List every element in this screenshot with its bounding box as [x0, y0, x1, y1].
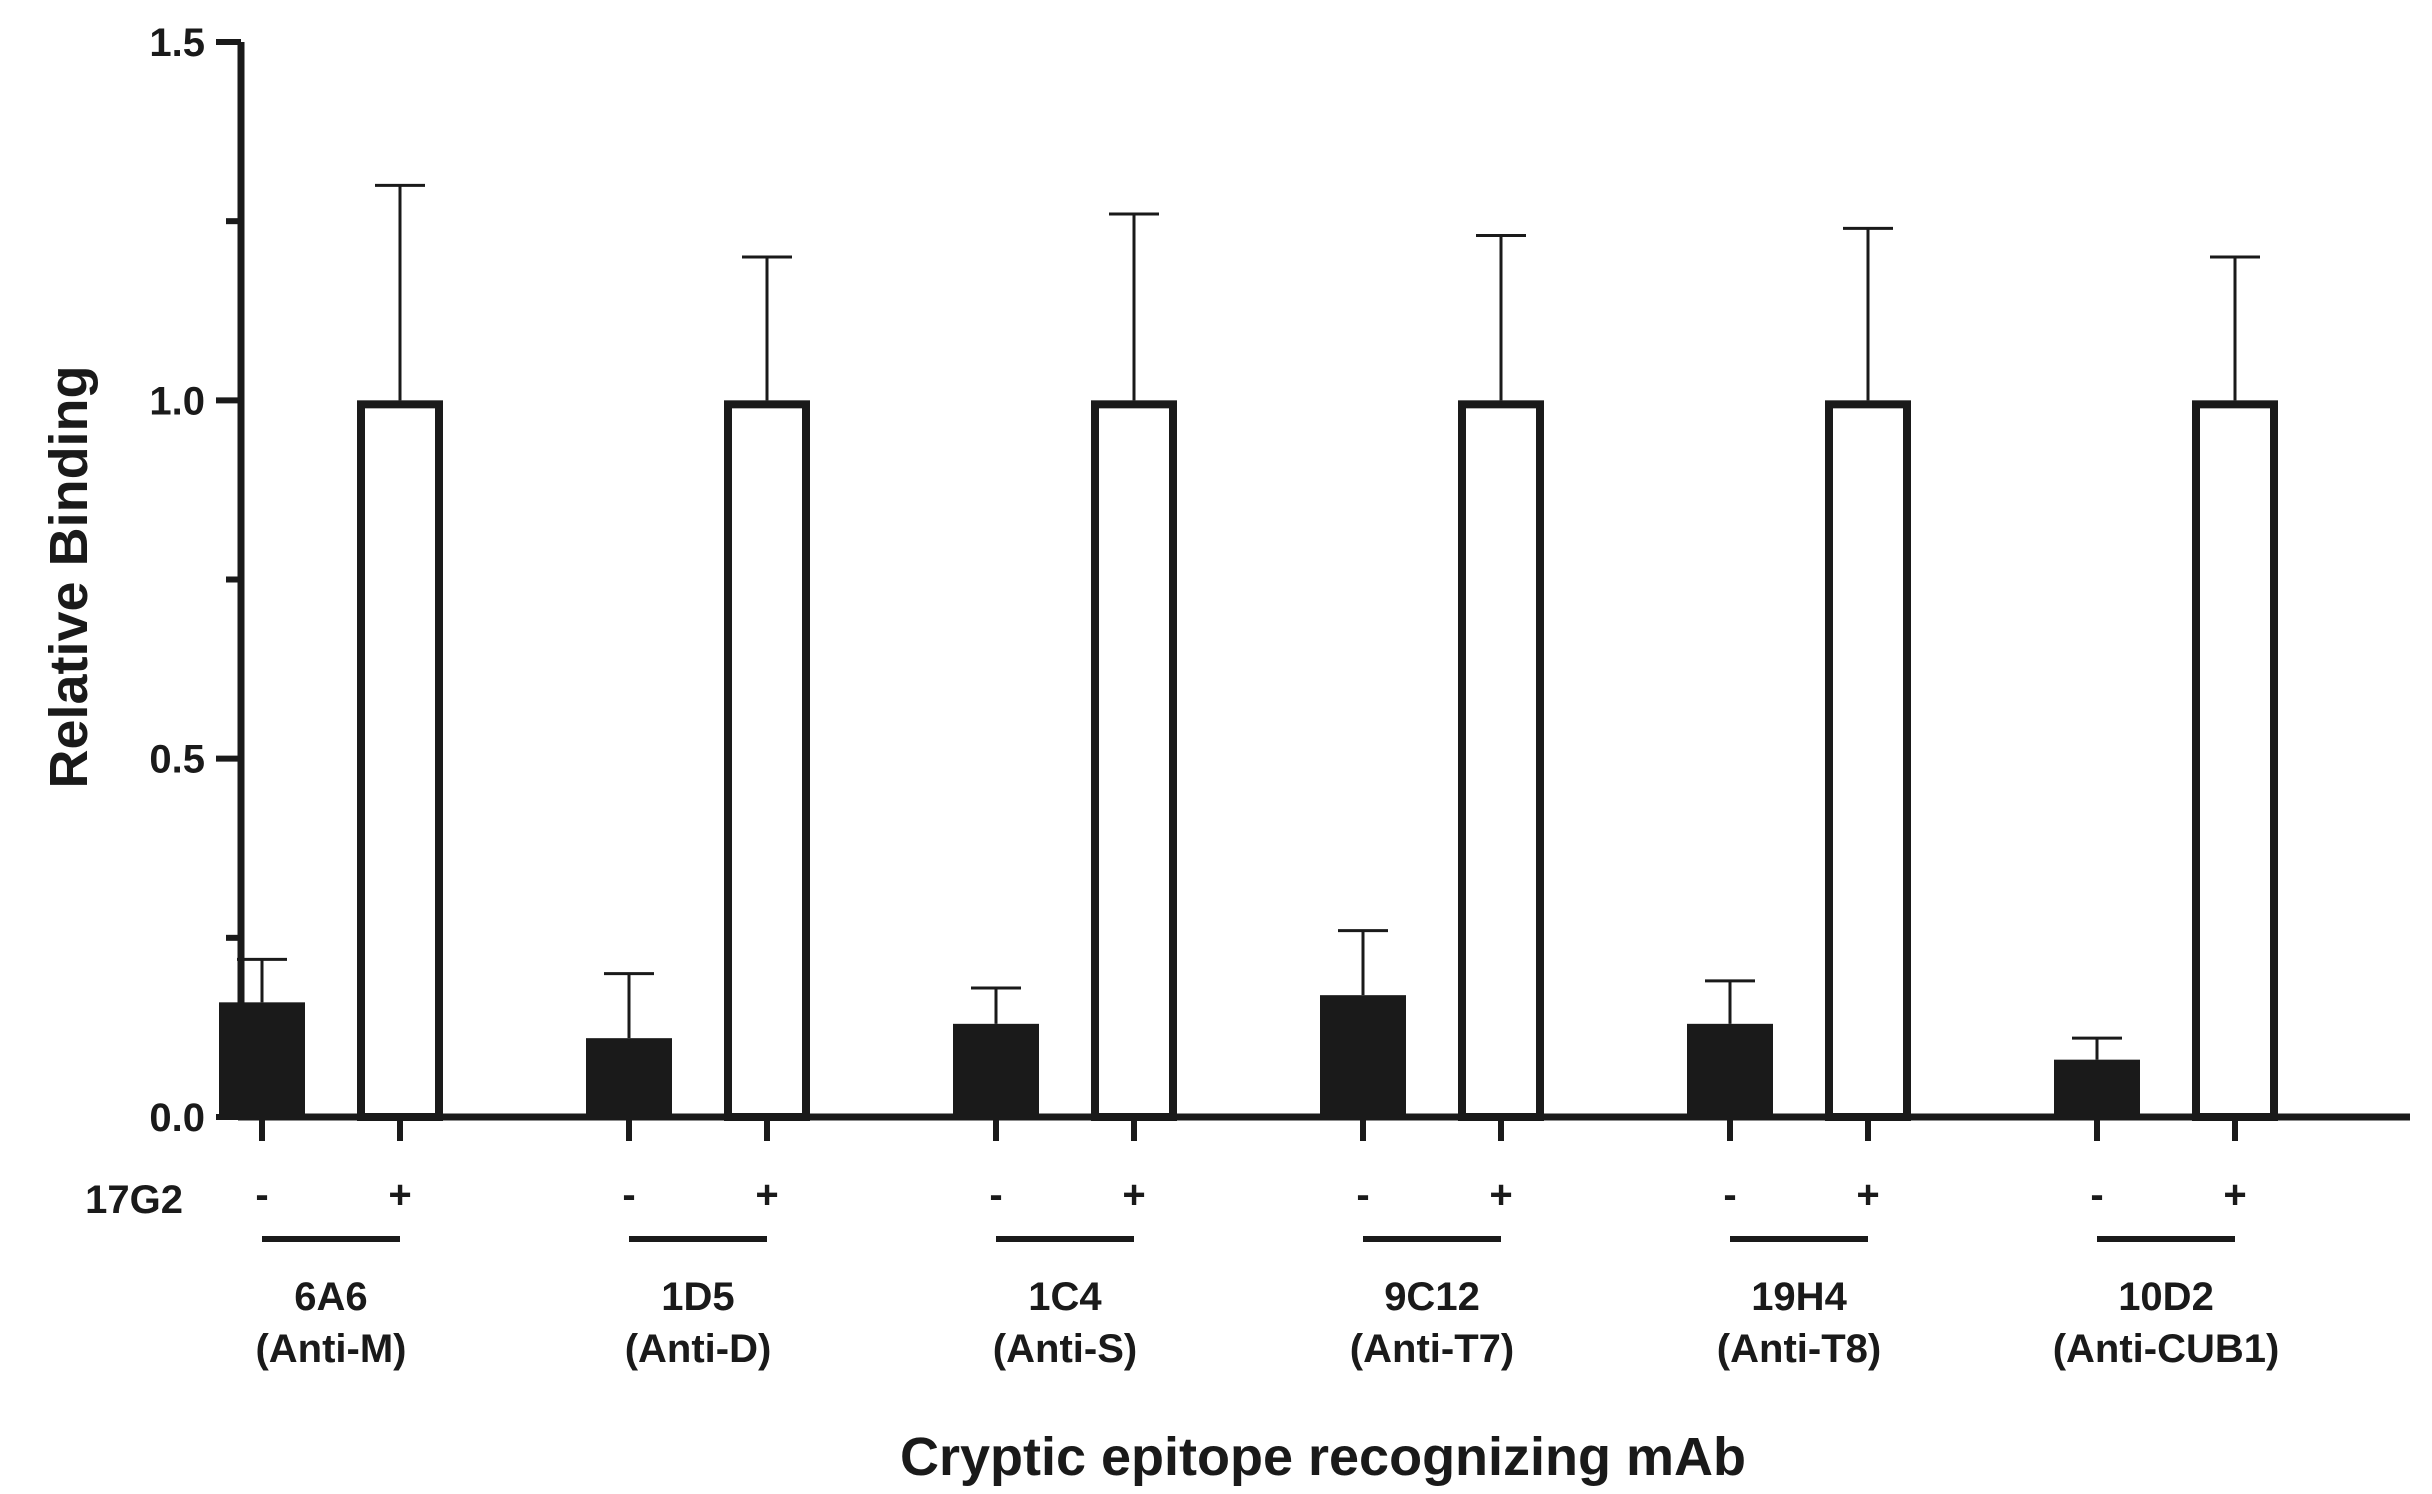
condition-sign: - — [1723, 1173, 1736, 1217]
group-sublabel: (Anti-S) — [993, 1327, 1137, 1371]
bar — [1687, 1023, 1773, 1117]
y-tick-label: 1.5 — [149, 21, 205, 65]
y-axis-title: Relative Binding — [39, 365, 99, 788]
group-sublabel: (Anti-CUB1) — [2053, 1327, 2280, 1371]
group-label: 9C12 — [1384, 1275, 1480, 1319]
group-sublabel: (Anti-D) — [625, 1327, 772, 1371]
bar — [357, 400, 443, 1122]
condition-sign: - — [622, 1173, 635, 1217]
bar — [586, 1038, 672, 1117]
y-tick-label: 1.0 — [149, 379, 205, 423]
group-sublabel: (Anti-T8) — [1717, 1327, 1881, 1371]
bar — [1458, 400, 1544, 1122]
condition-sign: + — [2223, 1173, 2246, 1217]
axes-layer — [237, 42, 2410, 1121]
bar — [2192, 400, 2278, 1122]
group-sublabel: (Anti-T7) — [1350, 1327, 1514, 1371]
bar — [1320, 995, 1406, 1117]
bar — [1825, 400, 1911, 1122]
condition-sign: + — [1856, 1173, 1879, 1217]
y-tick-label: 0.5 — [149, 738, 205, 782]
x-axis-title: Cryptic epitope recognizing mAb — [900, 1427, 1746, 1487]
group-sublabel: (Anti-M) — [255, 1327, 406, 1371]
condition-sign: + — [388, 1173, 411, 1217]
group-label: 10D2 — [2118, 1275, 2214, 1319]
condition-label: 17G2 — [85, 1178, 183, 1222]
bar — [953, 1023, 1039, 1117]
bar — [724, 400, 810, 1122]
condition-sign: - — [255, 1173, 268, 1217]
condition-sign: - — [2090, 1173, 2103, 1217]
bar — [2054, 1059, 2140, 1117]
group-label: 1D5 — [661, 1275, 734, 1319]
group-label: 1C4 — [1028, 1275, 1102, 1319]
bars-layer — [219, 183, 2278, 1122]
x-categories: - +6A6 (Anti-M) - +1D5 (Anti-D) - +1C4 (Anti-S) -… — [255, 1117, 2279, 1371]
bar — [219, 1002, 305, 1117]
bar — [1091, 400, 1177, 1122]
condition-sign: + — [1122, 1173, 1145, 1217]
y-ticks: 0.0 0.5 1.0 1.5 — [149, 21, 241, 1140]
condition-sign: - — [989, 1173, 1002, 1217]
group-label: 6A6 — [294, 1275, 367, 1319]
condition-sign: + — [755, 1173, 778, 1217]
y-tick-label: 0.0 — [149, 1096, 205, 1140]
condition-sign: + — [1489, 1173, 1512, 1217]
group-label: 19H4 — [1751, 1275, 1847, 1319]
condition-sign: - — [1356, 1173, 1369, 1217]
